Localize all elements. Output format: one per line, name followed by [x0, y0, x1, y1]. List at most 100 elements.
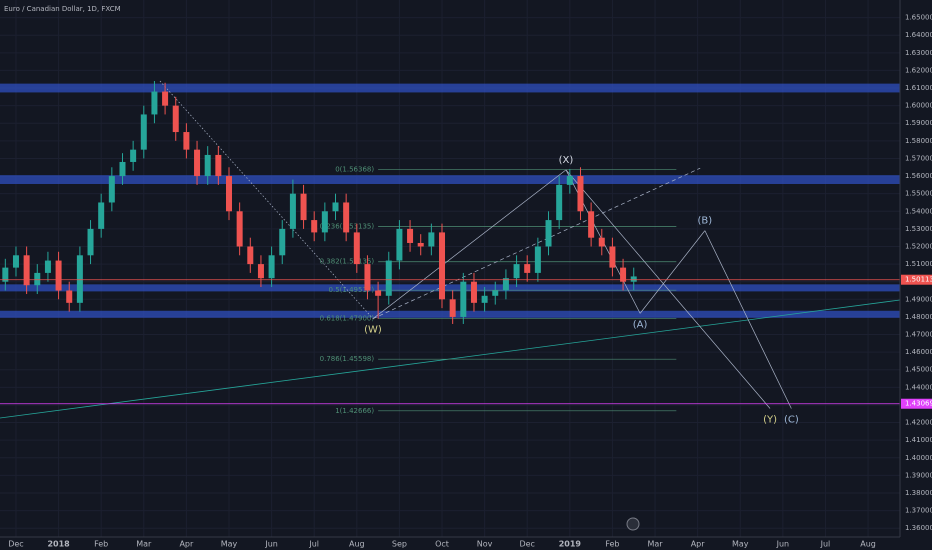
y-tick-label: 1.65000: [905, 14, 932, 22]
x-tick-label: Mar: [136, 540, 152, 549]
candle-body: [12, 255, 19, 268]
candle-body: [428, 232, 435, 247]
fib-label: 0.786(1.45598): [320, 355, 375, 363]
wave-label: (B): [698, 216, 713, 227]
candle-body: [513, 264, 520, 279]
candle-body: [407, 228, 414, 243]
y-tick-label: 1.48000: [905, 313, 932, 321]
x-tick-label: Oct: [435, 540, 449, 549]
x-tick-label: Mar: [647, 540, 663, 549]
candle-body: [470, 281, 477, 303]
candle-body: [460, 281, 467, 317]
y-tick-label: 1.37000: [905, 507, 932, 515]
candle-body: [119, 161, 126, 177]
candle-body: [55, 260, 62, 291]
candle-body: [289, 193, 296, 229]
candle-body: [524, 264, 531, 273]
y-tick-label: 1.59000: [905, 119, 932, 127]
candle-body: [268, 255, 275, 279]
candle-body: [364, 264, 371, 291]
candle-body: [620, 267, 627, 282]
wave-label: (W): [364, 325, 382, 336]
y-tick-label: 1.38000: [905, 489, 932, 497]
candle-body: [492, 290, 499, 296]
candle-body: [343, 202, 350, 233]
x-tick-label: Jun: [776, 540, 790, 549]
candle-body: [236, 211, 243, 247]
y-tick-label: 1.56000: [905, 172, 932, 180]
candle-body: [577, 176, 584, 212]
candle-body: [598, 237, 605, 247]
chart-title: Euro / Canadian Dollar, 1D, FXCM: [4, 5, 121, 13]
zone: [0, 175, 900, 184]
price-tag: [901, 274, 932, 285]
x-tick-label: 2019: [559, 540, 582, 549]
candle-body: [108, 176, 115, 203]
y-tick-label: 1.57000: [905, 154, 932, 162]
y-tick-label: 1.60000: [905, 102, 932, 110]
y-tick-label: 1.53000: [905, 225, 932, 233]
candle-body: [439, 232, 446, 300]
y-tick-label: 1.64000: [905, 31, 932, 39]
y-tick-label: 1.41000: [905, 436, 932, 444]
y-tick-label: 1.61000: [905, 84, 932, 92]
y-tick-label: 1.47000: [905, 331, 932, 339]
candle-body: [140, 114, 147, 150]
x-tick-label: Jun: [264, 540, 278, 549]
wave-label: (Y): [763, 414, 777, 425]
candle-body: [300, 193, 307, 221]
candle-body: [194, 149, 201, 177]
x-tick-label: Nov: [477, 540, 493, 549]
price-tag: [901, 398, 932, 409]
zone: [0, 83, 900, 93]
x-tick-label: May: [221, 540, 238, 549]
fib-label: 0.382(1.51135): [320, 258, 375, 266]
y-tick-label: 1.54000: [905, 207, 932, 215]
x-tick-label: Aug: [860, 540, 876, 549]
y-tick-label: 1.44000: [905, 383, 932, 391]
candle-body: [375, 290, 382, 296]
candle-body: [215, 154, 222, 177]
candle-body: [247, 246, 254, 265]
price-tag-label: 1.50113: [905, 276, 932, 284]
zone: [0, 284, 900, 292]
y-tick-label: 1.40000: [905, 454, 932, 462]
candle-body: [204, 154, 211, 177]
y-tick-label: 1.52000: [905, 242, 932, 250]
y-tick-label: 1.45000: [905, 366, 932, 374]
candle-body: [44, 260, 51, 273]
x-tick-label: Jul: [308, 540, 319, 549]
y-tick-label: 1.42000: [905, 419, 932, 427]
x-tick-label: May: [732, 540, 749, 549]
fib-label: 1(1.42666): [335, 407, 374, 415]
wave-line: [639, 230, 706, 314]
candle-body: [130, 149, 137, 162]
x-tick-label: Sep: [392, 540, 407, 549]
wave-line: [159, 80, 374, 319]
y-tick-label: 1.46000: [905, 348, 932, 356]
candle-body: [396, 228, 403, 261]
x-tick-label: Jul: [820, 540, 831, 549]
x-tick-label: Aug: [349, 540, 365, 549]
fib-label: 0.618(1.47900): [320, 315, 375, 323]
candle-body: [417, 242, 424, 247]
wave-line: [372, 169, 567, 319]
y-tick-label: 1.36000: [905, 524, 932, 532]
y-tick-label: 1.62000: [905, 66, 932, 74]
candle-body: [588, 211, 595, 238]
candle-body: [87, 228, 94, 256]
y-tick-label: 1.49000: [905, 295, 932, 303]
x-tick-label: Feb: [94, 540, 108, 549]
candle-body: [151, 91, 158, 115]
candle-body: [630, 276, 637, 282]
candle-body: [332, 202, 339, 212]
candle-body: [172, 105, 179, 133]
candle-body: [34, 272, 41, 286]
y-tick-label: 1.51000: [905, 260, 932, 268]
candle-body: [321, 211, 328, 233]
candle-body: [353, 232, 360, 265]
candle-body: [311, 220, 318, 233]
candle-body: [2, 267, 9, 282]
candle-body: [162, 91, 169, 106]
candle-body: [279, 228, 286, 256]
